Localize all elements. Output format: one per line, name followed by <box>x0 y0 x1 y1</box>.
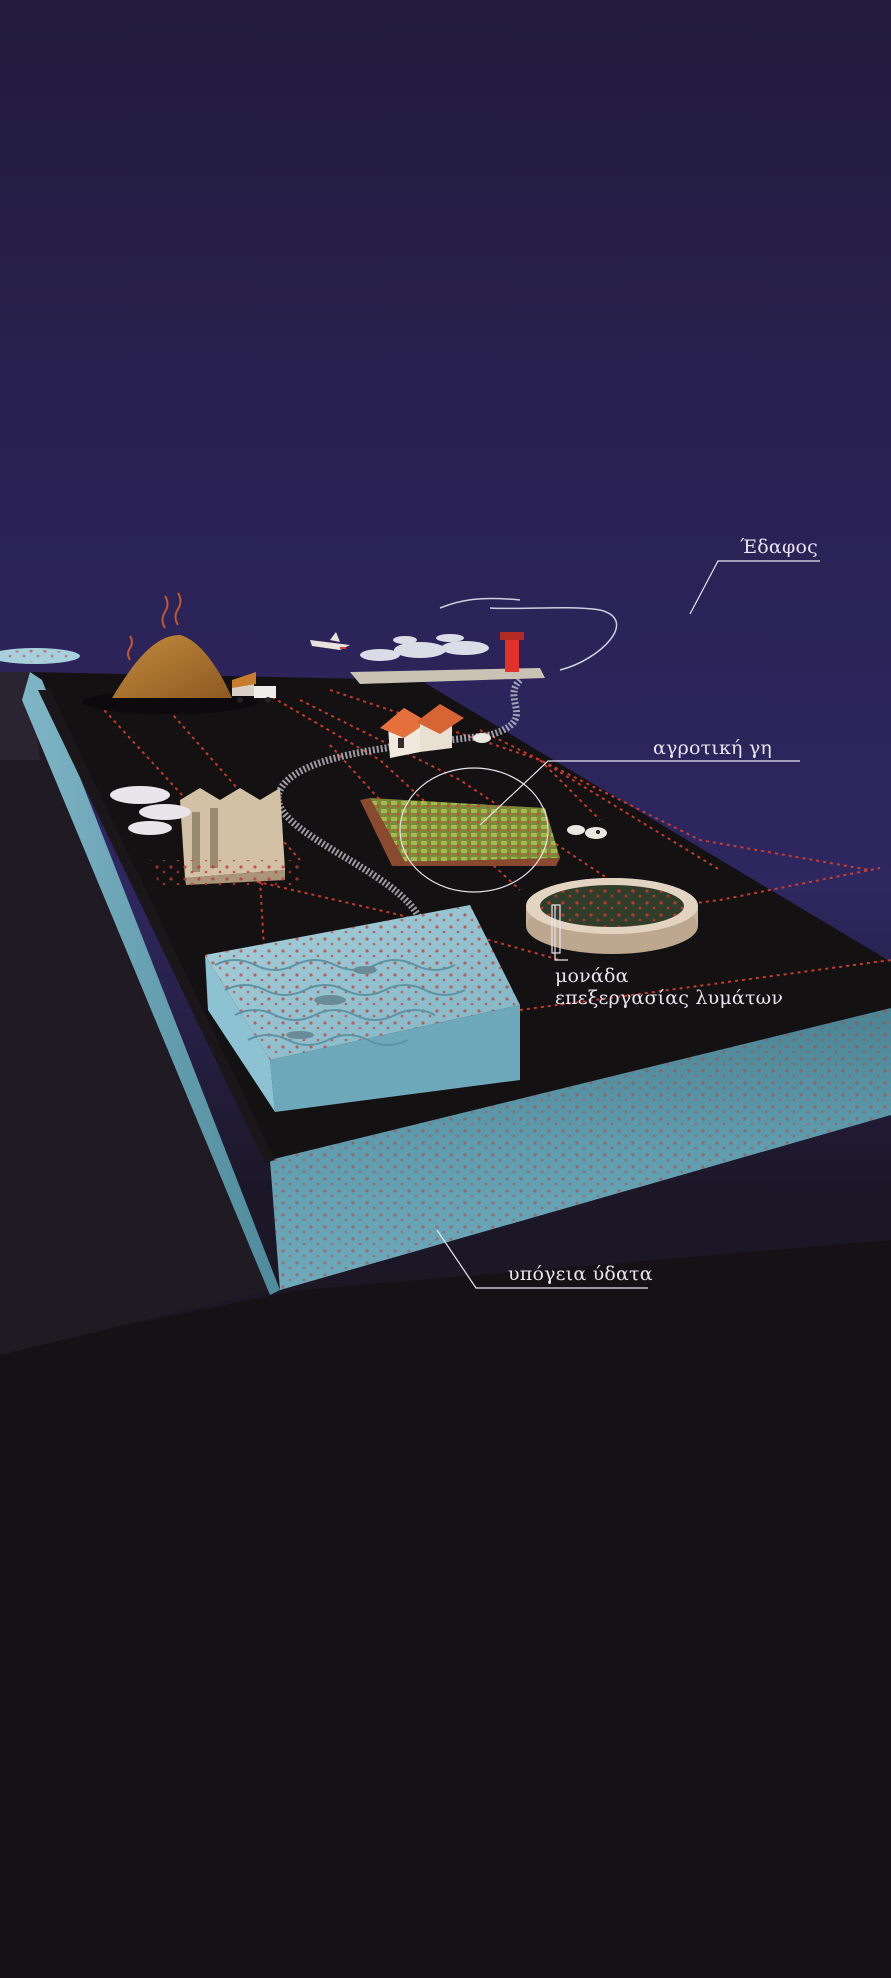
label-groundwater: υπόγεια ύδατα <box>508 1263 653 1285</box>
label-wastewater-plant-line1: μονάδα <box>555 965 783 987</box>
factory-dots <box>150 860 300 888</box>
label-wastewater-plant-line2: επεξεργασίας λυμάτων <box>555 987 783 1009</box>
label-wastewater-plant: μονάδα επεξεργασίας λυμάτων <box>555 965 783 1009</box>
distant-ground <box>0 1240 891 1978</box>
label-agricultural-land: αγροτική γη <box>653 737 772 759</box>
label-soil: Έδαφος <box>740 536 818 558</box>
